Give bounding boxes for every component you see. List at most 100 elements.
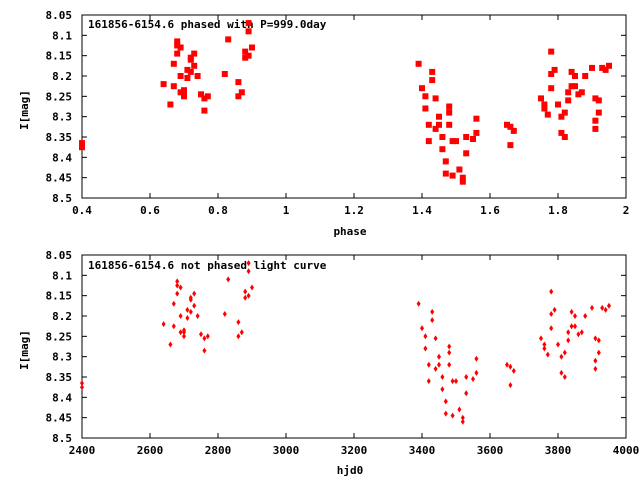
data-point [565,89,572,96]
data-point [558,113,565,120]
data-point [439,134,446,140]
data-point [432,95,439,102]
data-point [579,329,584,336]
data-point [572,73,578,79]
data-point [246,292,251,299]
data-point [602,66,609,73]
x-tick-label: 2400 [69,444,96,457]
x-tick-label: 1 [283,204,290,217]
unphased-light-curve-panel: 161856-6154.6 not phased light curve hjd… [18,249,639,477]
data-point [470,136,476,142]
data-point [181,93,187,100]
data-point [449,172,456,179]
x-tick-label: 4000 [613,444,640,457]
data-point [464,374,469,380]
data-point [473,129,480,136]
data-point [195,313,200,319]
data-point [433,365,438,372]
y-axis-label: I[mag] [18,330,31,370]
data-point [187,56,194,63]
data-point [416,300,421,307]
data-point [459,174,466,181]
data-point [168,341,173,348]
data-point [456,166,463,173]
data-point [429,68,436,75]
data-point [446,103,453,110]
data-point [239,329,244,336]
data-point [592,117,599,124]
data-point [599,64,606,71]
y-tick-label: 8.35 [46,131,73,144]
data-point [167,101,174,108]
data-point [175,290,180,297]
data-point [541,105,548,112]
data-point [236,319,241,326]
y-tick-label: 8.05 [46,9,73,22]
data-point [436,113,442,120]
x-tick-label: 3000 [273,444,300,457]
data-point [178,284,183,291]
data-point [552,306,557,313]
data-point [548,48,555,55]
x-tick-label: 3400 [409,444,436,457]
data-point [182,333,186,340]
data-point [603,306,608,313]
data-point [429,77,436,84]
data-point [460,418,465,425]
data-point [79,144,85,151]
y-tick-label: 8.45 [46,172,73,185]
data-point [80,380,84,387]
data-point [559,353,564,360]
data-point [545,351,550,358]
data-point [447,349,452,356]
data-point [447,343,452,350]
data-point [558,129,565,136]
data-point [463,134,470,140]
data-point [235,79,242,86]
data-point [542,341,547,348]
data-point [541,101,548,108]
data-point [593,335,598,342]
data-point [562,374,567,380]
data-point [450,378,455,385]
data-point [596,337,601,344]
y-tick-label: 8.05 [46,249,73,262]
data-point [559,369,564,376]
data-point [422,105,429,112]
data-point [204,93,211,100]
data-point [161,321,166,328]
data-point [437,353,441,360]
data-point [236,333,241,340]
y-tick-label: 8.2 [52,70,72,83]
data-point [245,20,252,27]
data-point [575,91,582,98]
data-point [194,73,201,79]
y-tick-label: 8.15 [46,50,73,63]
data-point [170,60,177,67]
data-point [415,60,422,67]
data-point [442,170,449,177]
data-point [184,75,191,81]
data-point [582,73,589,79]
x-tick-label: 1.8 [548,204,568,217]
data-point [191,62,198,69]
data-point [593,365,598,372]
data-point [202,347,207,354]
data-point [561,109,568,116]
data-point [245,52,252,59]
x-tick-label: 0.8 [208,204,228,217]
data-point [249,44,255,51]
data-point [175,282,180,289]
data-point [568,83,575,90]
data-point [221,71,228,77]
data-point [549,311,554,317]
y-tick-label: 8.3 [52,351,72,364]
x-tick-label: 3200 [341,444,368,457]
data-point [226,276,231,283]
data-point [426,378,431,385]
data-point [430,317,435,324]
y-tick-label: 8.4 [52,151,72,164]
data-point [549,288,554,295]
data-point [592,125,599,132]
x-tick-label: 2800 [205,444,232,457]
